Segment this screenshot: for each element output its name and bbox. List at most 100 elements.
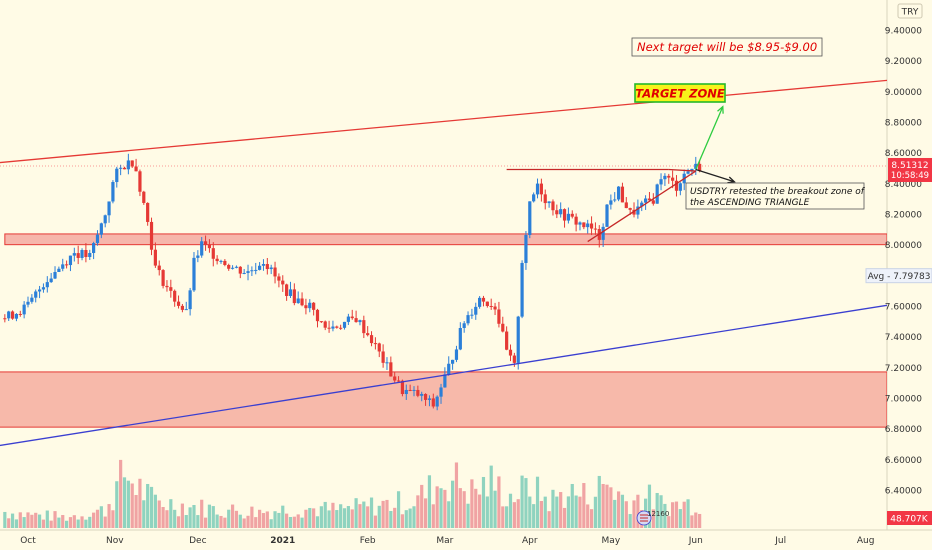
candle-body [628, 208, 632, 210]
candle-body [404, 389, 408, 395]
x-tick-label: Feb [360, 536, 376, 546]
candle-body [551, 201, 555, 211]
candle-body [207, 244, 212, 249]
candle-body [319, 321, 323, 323]
candle-body [292, 289, 296, 304]
candle-body [308, 302, 312, 309]
volume-bar [659, 495, 663, 528]
candle-body [589, 223, 594, 229]
y-tick-label: 6.40000 [885, 487, 922, 497]
x-tick-label: Oct [20, 536, 36, 546]
volume-bar [562, 507, 567, 528]
retest-arrow-head [727, 176, 736, 184]
candle-body [315, 309, 320, 322]
candle-body [694, 163, 698, 169]
candle-body [103, 215, 107, 224]
candle-body [478, 297, 482, 307]
candle-body [698, 163, 702, 172]
candle-body [458, 328, 462, 350]
candle-body [447, 363, 451, 375]
candle-body [254, 269, 258, 271]
candle-body [215, 258, 219, 262]
volume-bar [373, 515, 377, 528]
candle-body [396, 380, 401, 382]
candle-body [277, 276, 281, 281]
x-tick-label: Jun [688, 536, 703, 546]
volume-bar [242, 518, 246, 528]
candle-body [273, 267, 277, 277]
candle-body [95, 234, 100, 244]
candle-body [470, 314, 474, 316]
volume-bar [149, 486, 154, 528]
volume-bar [34, 512, 38, 528]
candle-body [119, 167, 123, 169]
candle-body [528, 201, 532, 235]
candle-body [130, 160, 134, 167]
candle-body [285, 284, 289, 296]
candle-body [667, 175, 671, 178]
volume-bar [203, 517, 208, 528]
candle-body [636, 206, 640, 215]
volume-bar [261, 513, 266, 528]
volume-bar [230, 504, 235, 528]
candle-body [269, 267, 273, 270]
y-tick-label: 6.80000 [885, 425, 922, 435]
upper-channel-line[interactable] [0, 74, 932, 168]
volume-bar [269, 519, 273, 528]
candle-body [342, 321, 347, 328]
volume-bar [516, 499, 520, 528]
y-tick-label: 8.20000 [885, 211, 922, 221]
triangle-base-line[interactable] [587, 170, 697, 243]
candle-body [423, 393, 428, 400]
volume-bar [420, 484, 424, 528]
candle-body [107, 201, 111, 216]
volume-bar [22, 517, 26, 528]
volume-bar [377, 505, 381, 528]
candle-body [134, 166, 138, 172]
volume-bar [597, 475, 601, 528]
candle-body [88, 252, 92, 258]
candle-body [574, 216, 578, 225]
candle-body [578, 222, 582, 225]
lower-channel-line[interactable] [0, 295, 932, 454]
triangle-apex-line[interactable] [668, 168, 696, 172]
candle-body [122, 167, 127, 170]
candle-body [80, 250, 84, 258]
volume-bar [37, 514, 42, 528]
volume-bar [273, 511, 277, 528]
retest-callout[interactable]: USDTRY retested the breakout zone of the… [685, 182, 866, 210]
x-tick-label: Nov [106, 536, 124, 546]
candle-body [26, 301, 30, 305]
volume-bar [103, 516, 107, 528]
volume-bar [547, 511, 551, 528]
support-zone-upper[interactable] [4, 233, 887, 246]
volume-bar [451, 480, 455, 528]
volume-bar [7, 518, 11, 528]
volume-bar [551, 489, 555, 528]
volume-bar [574, 495, 578, 528]
candle-body [203, 241, 208, 245]
flag-badge[interactable]: 12160 [636, 510, 669, 526]
volume-bar [647, 484, 652, 528]
y-tick-label: 7.40000 [885, 333, 922, 343]
next-target-callout[interactable]: Next target will be $8.95-$9.00 [631, 37, 823, 57]
volume-bar [505, 506, 509, 528]
volume-bar [238, 514, 242, 528]
candle-body [261, 264, 266, 266]
target-arrow[interactable] [695, 106, 724, 170]
volume-bar [10, 513, 15, 528]
candle-body [169, 287, 173, 291]
price-axis[interactable]: 9.40000 9.20000 9.00000 8.80000 8.60000 8.400… [885, 27, 922, 497]
candle-body [37, 289, 42, 292]
trendlines-layer[interactable] [0, 74, 932, 454]
target-arrow-head [717, 105, 724, 114]
y-tick-label: 6.60000 [885, 456, 922, 466]
candle-body [265, 264, 269, 270]
volume-bar [250, 506, 254, 528]
target-zone-callout[interactable]: TARGET ZONE [634, 83, 726, 103]
volume-bar [207, 504, 212, 528]
time-axis[interactable]: Oct Nov Dec 2021 Feb Mar Apr May Jun Jul Aug [20, 536, 874, 546]
candle-body [416, 389, 420, 396]
retest-arrow[interactable] [695, 168, 735, 183]
